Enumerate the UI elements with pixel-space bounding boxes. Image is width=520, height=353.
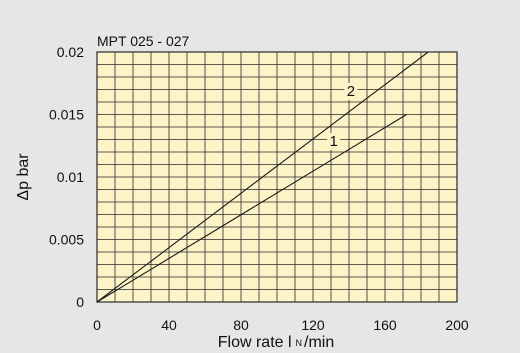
x-tick-label: 160 — [373, 317, 397, 333]
series-label-bg-1 — [327, 133, 341, 150]
series-group — [96, 51, 429, 303]
plot-border — [96, 51, 458, 303]
series-label-bg-2 — [344, 83, 358, 100]
series-line-2 — [96, 51, 429, 303]
y-tick-label: 0.005 — [49, 232, 84, 248]
series-label-1: 1 — [330, 133, 338, 150]
x-axis-label-unit: /min — [304, 334, 334, 351]
y-tick-label: 0.02 — [57, 44, 84, 60]
x-tick-label: 120 — [301, 317, 325, 333]
series-line-1 — [96, 114, 407, 303]
grid — [97, 52, 457, 302]
y-tick-label: 0.015 — [49, 107, 84, 123]
x-axis-ticks: 0 40 80 120 160 200 — [93, 317, 469, 333]
x-axis-label-subscript: N — [296, 338, 303, 348]
x-axis-label-main: Flow rate l — [218, 334, 292, 351]
y-tick-label: 0 — [76, 294, 84, 310]
x-tick-label: 0 — [93, 317, 101, 333]
x-tick-label: 40 — [161, 317, 177, 333]
series-label-2: 2 — [347, 83, 355, 100]
y-axis-label: Δp bar — [15, 153, 32, 201]
y-tick-label: 0.01 — [57, 169, 84, 185]
series-labels: 21 — [327, 83, 358, 150]
chart-title: MPT 025 - 027 — [97, 33, 190, 49]
x-tick-label: 80 — [233, 317, 249, 333]
x-axis-label: Flow rate l N/min — [218, 334, 335, 351]
x-tick-label: 200 — [445, 317, 469, 333]
y-axis-ticks: 0 0.005 0.01 0.015 0.02 — [49, 44, 84, 310]
